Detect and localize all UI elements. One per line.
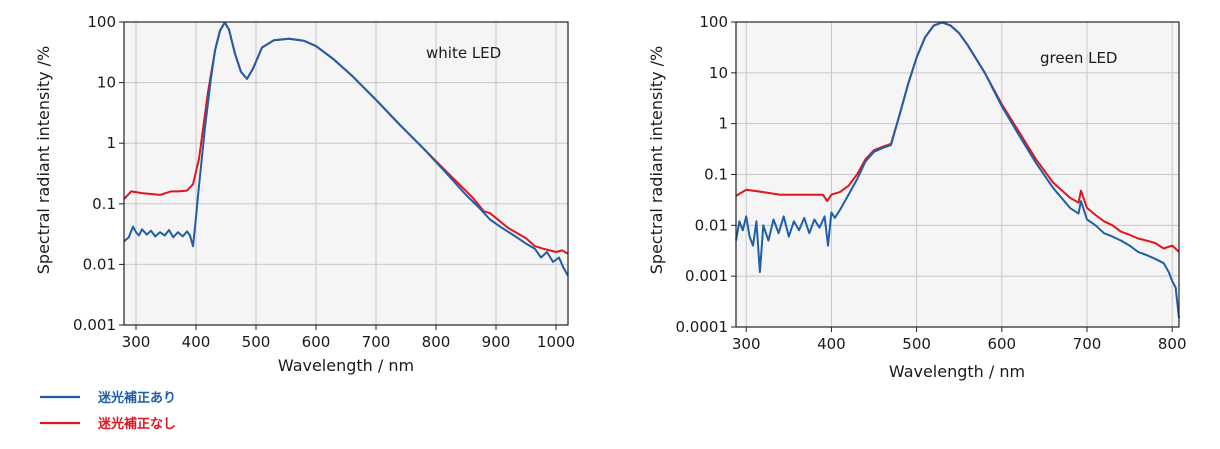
x-tick-label: 300	[732, 335, 761, 353]
x-tick-label: 500	[242, 333, 271, 351]
y-axis-label: Spectral radiant intensity /%	[34, 46, 53, 274]
x-tick-label: 800	[1158, 335, 1187, 353]
y-tick-label: 0.01	[695, 216, 728, 234]
y-tick-label: 0.1	[92, 195, 116, 213]
y-tick-label: 1	[106, 134, 116, 152]
legend-label-corrected: 迷光補正あり	[97, 390, 176, 406]
legend: 迷光補正あり 迷光補正なし	[40, 390, 176, 432]
legend-label-uncorrected: 迷光補正なし	[97, 416, 176, 432]
series-lines	[123, 21, 569, 277]
y-tick-label: 10	[97, 74, 116, 92]
legend-item-uncorrected: 迷光補正なし	[40, 416, 176, 432]
plot-frame	[123, 21, 569, 326]
tick-labels: 300 400 500 600 700 800 0.0001 0.001 0.01 0.1 1 10 1…	[676, 13, 1187, 353]
x-tick-label: 400	[817, 335, 846, 353]
x-tick-label: 600	[302, 333, 331, 351]
tick-marks	[119, 21, 557, 330]
x-tick-label: 600	[987, 335, 1016, 353]
x-tick-label: 400	[182, 333, 211, 351]
y-tick-label: 0.0001	[676, 318, 729, 336]
tick-marks	[731, 21, 1173, 332]
series-line	[735, 21, 1180, 319]
x-tick-label: 300	[122, 333, 151, 351]
series-line	[123, 21, 569, 277]
y-tick-label: 0.01	[83, 255, 116, 273]
annotation-label: white LED	[426, 44, 501, 62]
x-tick-label: 1000	[537, 333, 575, 351]
y-tick-label: 1	[718, 115, 728, 133]
plot-area	[124, 22, 568, 325]
x-tick-label: 500	[902, 335, 931, 353]
grid	[124, 22, 568, 325]
x-tick-label: 800	[422, 333, 451, 351]
legend-item-corrected: 迷光補正あり	[40, 390, 176, 406]
green-led-chart: 300 400 500 600 700 800 0.0001 0.001 0.01 0.1 1 10 1…	[647, 13, 1187, 381]
y-tick-label: 0.1	[704, 166, 728, 184]
y-tick-label: 0.001	[685, 267, 728, 285]
grid	[736, 22, 1179, 327]
x-axis-label: Wavelength / nm	[278, 356, 414, 375]
y-tick-label: 10	[709, 64, 728, 82]
annotation-label: green LED	[1040, 49, 1117, 67]
x-tick-label: 700	[362, 333, 391, 351]
y-tick-label: 100	[699, 13, 728, 31]
y-axis-label: Spectral radiant intensity /%	[647, 46, 666, 274]
white-led-chart: 300 400 500 600 700 800 900 1000 0.001 0.01 0.1 1 10…	[34, 13, 575, 375]
x-tick-label: 700	[1073, 335, 1102, 353]
series-lines	[735, 21, 1180, 319]
x-tick-label: 900	[482, 333, 511, 351]
x-axis-label: Wavelength / nm	[889, 362, 1025, 381]
y-tick-label: 0.001	[73, 316, 116, 334]
tick-labels: 300 400 500 600 700 800 900 1000 0.001 0.01 0.1 1 10…	[73, 13, 575, 351]
y-tick-label: 100	[87, 13, 116, 31]
